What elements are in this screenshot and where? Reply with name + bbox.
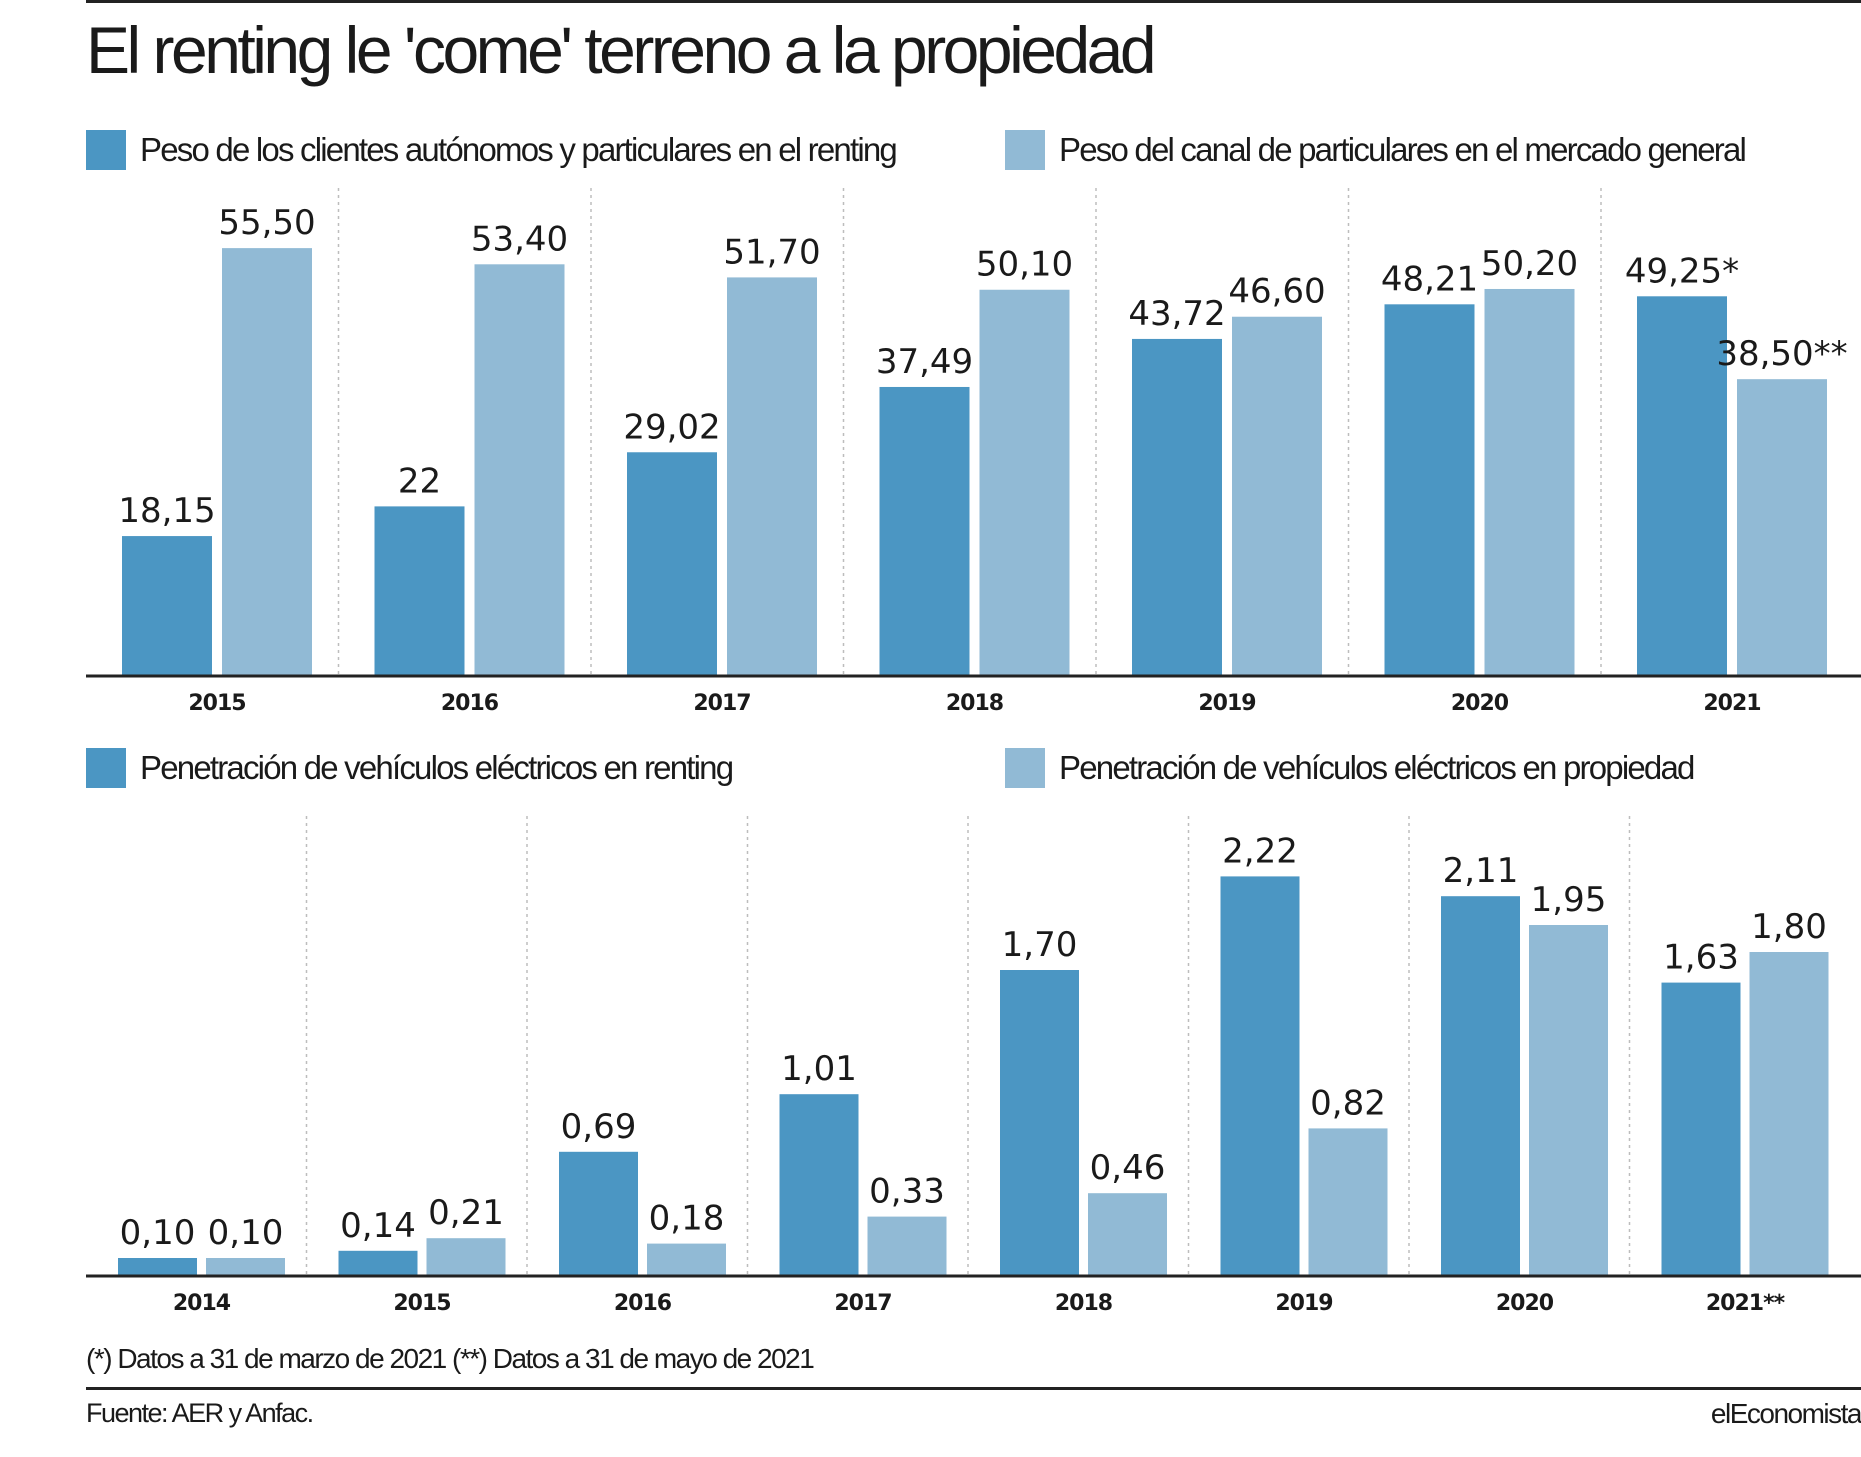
- x-tick-label: 2015: [188, 691, 245, 716]
- data-label: 0,18: [649, 1199, 725, 1239]
- chart-title: El renting le 'come' terreno a la propie…: [86, 13, 1157, 87]
- data-label: 1,63: [1663, 938, 1739, 978]
- data-label: 2,22: [1222, 831, 1298, 871]
- bar-light: [1088, 1193, 1167, 1276]
- data-label: 49,25*: [1625, 251, 1739, 291]
- bar-dark: [879, 386, 970, 676]
- bar-dark: [1220, 876, 1300, 1276]
- bar-dark: [627, 452, 717, 676]
- x-tick-label: 2018: [1055, 1291, 1112, 1316]
- bar-dark: [374, 506, 465, 676]
- x-tick-label: 2019: [1275, 1291, 1332, 1316]
- data-label: 22: [398, 461, 441, 501]
- legend-item-ev-renting: Penetración de vehículos eléctricos en r…: [86, 746, 734, 790]
- data-label: 0,21: [428, 1193, 504, 1233]
- legend-label: Penetración de vehículos eléctricos en r…: [140, 749, 734, 786]
- data-label: 50,20: [1481, 244, 1578, 284]
- data-label: 1,80: [1751, 907, 1827, 947]
- bar-light: [727, 277, 817, 676]
- bar-light: [979, 289, 1070, 676]
- bar-light: [206, 1258, 285, 1276]
- data-label: 50,10: [976, 245, 1073, 285]
- data-label: 51,70: [723, 232, 820, 272]
- data-label: 0,14: [340, 1206, 416, 1246]
- data-label: 0,46: [1090, 1148, 1166, 1188]
- data-label: 55,50: [218, 203, 315, 243]
- bar-light: [222, 248, 312, 676]
- legend-swatch-dark: [86, 748, 126, 788]
- legend-item-ev-property: Penetración de vehículos eléctricos en p…: [1005, 746, 1695, 790]
- bar-light: [1232, 316, 1322, 676]
- x-tick-label: 2021: [1703, 691, 1760, 716]
- data-label: 1,01: [781, 1049, 857, 1089]
- bar-dark: [118, 1258, 197, 1276]
- legend-swatch-light: [1005, 130, 1045, 170]
- bar-light: [1737, 379, 1827, 676]
- legend-label: Penetración de vehículos eléctricos en p…: [1059, 749, 1695, 786]
- x-tick-label: 2020: [1496, 1291, 1554, 1316]
- x-tick-label: 2016: [614, 1291, 672, 1316]
- legend-item-general-weight: Peso del canal de particulares en el mer…: [1005, 128, 1747, 172]
- x-tick-label: 2014: [173, 1291, 231, 1316]
- bar-dark: [1000, 970, 1079, 1276]
- legend-swatch-dark: [86, 130, 126, 170]
- x-tick-label: 2019: [1198, 691, 1255, 716]
- footnote: (*) Datos a 31 de marzo de 2021 (**) Dat…: [86, 1343, 815, 1374]
- data-label: 46,60: [1228, 272, 1325, 312]
- bar-light: [647, 1243, 726, 1276]
- data-label: 48,21: [1381, 259, 1478, 299]
- bar-light: [426, 1238, 506, 1276]
- data-label: 1,70: [1002, 925, 1078, 965]
- bar-dark: [779, 1094, 859, 1276]
- bar-dark: [1384, 304, 1475, 676]
- source-text: Fuente: AER y Anfac.: [86, 1398, 314, 1428]
- bar-dark: [1441, 896, 1520, 1276]
- legend-label: Peso del canal de particulares en el mer…: [1059, 131, 1747, 168]
- x-tick-label: 2018: [946, 691, 1003, 716]
- bar-light: [1529, 925, 1608, 1276]
- data-label: 2,11: [1443, 851, 1519, 891]
- data-label: 43,72: [1128, 294, 1225, 334]
- data-label: 18,15: [118, 491, 215, 531]
- x-tick-label: 2015: [393, 1291, 450, 1316]
- legend-swatch-light: [1005, 748, 1045, 788]
- brand-logo: elEconomista: [1710, 1398, 1861, 1429]
- bar-light: [1749, 952, 1829, 1276]
- x-tick-label: 2017: [834, 1291, 891, 1316]
- x-tick-label: 2020: [1451, 691, 1509, 716]
- bar-light: [474, 264, 565, 676]
- data-label: 0,10: [120, 1213, 196, 1253]
- bar-dark: [559, 1151, 638, 1276]
- x-tick-label: 2017: [693, 691, 750, 716]
- bar-dark: [1637, 296, 1727, 676]
- bar-light: [867, 1216, 947, 1276]
- bar-light: [1484, 288, 1575, 676]
- data-label: 0,33: [869, 1172, 945, 1212]
- bar-dark: [1661, 982, 1741, 1276]
- data-label: 0,10: [208, 1213, 284, 1253]
- data-label: 37,49: [876, 342, 973, 382]
- bar-light: [1308, 1128, 1388, 1276]
- data-label: 1,95: [1531, 880, 1607, 920]
- legend-item-renting-weight: Peso de los clientes autónomos y particu…: [86, 128, 898, 172]
- top-rule: [86, 0, 1861, 3]
- bar-dark: [338, 1250, 418, 1276]
- x-tick-label: 2021**: [1706, 1291, 1786, 1316]
- data-label: 38,50**: [1716, 334, 1847, 374]
- data-label: 0,82: [1310, 1083, 1386, 1123]
- bar-dark: [1132, 338, 1222, 676]
- legend-label: Peso de los clientes autónomos y particu…: [140, 131, 898, 168]
- data-label: 29,02: [623, 407, 720, 447]
- x-tick-label: 2016: [441, 691, 499, 716]
- data-label: 0,69: [561, 1107, 637, 1147]
- bar-dark: [122, 536, 212, 676]
- bottom-rule: [86, 1387, 1861, 1390]
- data-label: 53,40: [471, 219, 568, 259]
